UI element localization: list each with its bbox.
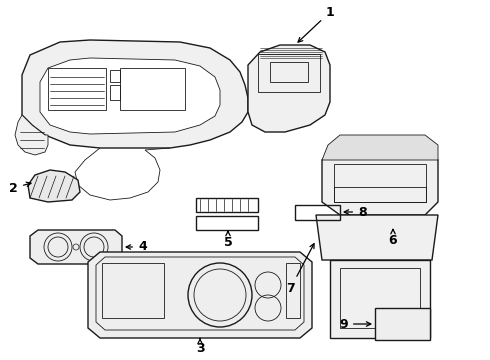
Bar <box>102 263 164 318</box>
Polygon shape <box>248 45 330 132</box>
Bar <box>340 268 420 328</box>
Bar <box>110 70 120 82</box>
Polygon shape <box>322 142 438 215</box>
Polygon shape <box>322 135 438 160</box>
Polygon shape <box>375 308 430 340</box>
Bar <box>110 85 120 100</box>
Polygon shape <box>330 260 430 338</box>
Polygon shape <box>30 230 122 264</box>
Text: 4: 4 <box>126 240 147 253</box>
Bar <box>270 62 308 82</box>
Text: 3: 3 <box>196 339 204 355</box>
Text: 1: 1 <box>298 5 334 42</box>
Text: 6: 6 <box>389 229 397 247</box>
Polygon shape <box>15 115 48 155</box>
Polygon shape <box>88 252 312 338</box>
Polygon shape <box>28 170 80 202</box>
Text: 7: 7 <box>286 244 314 294</box>
Polygon shape <box>316 215 438 260</box>
Text: 2: 2 <box>9 181 31 194</box>
Bar <box>120 68 185 110</box>
Bar <box>334 164 426 202</box>
Text: 5: 5 <box>223 231 232 248</box>
Bar <box>258 54 320 92</box>
Text: 8: 8 <box>344 206 367 219</box>
Polygon shape <box>22 40 248 148</box>
Bar <box>334 187 426 202</box>
Polygon shape <box>40 58 220 134</box>
Polygon shape <box>358 216 428 228</box>
Bar <box>286 263 300 318</box>
Text: 9: 9 <box>340 318 371 330</box>
Bar <box>48 68 106 110</box>
